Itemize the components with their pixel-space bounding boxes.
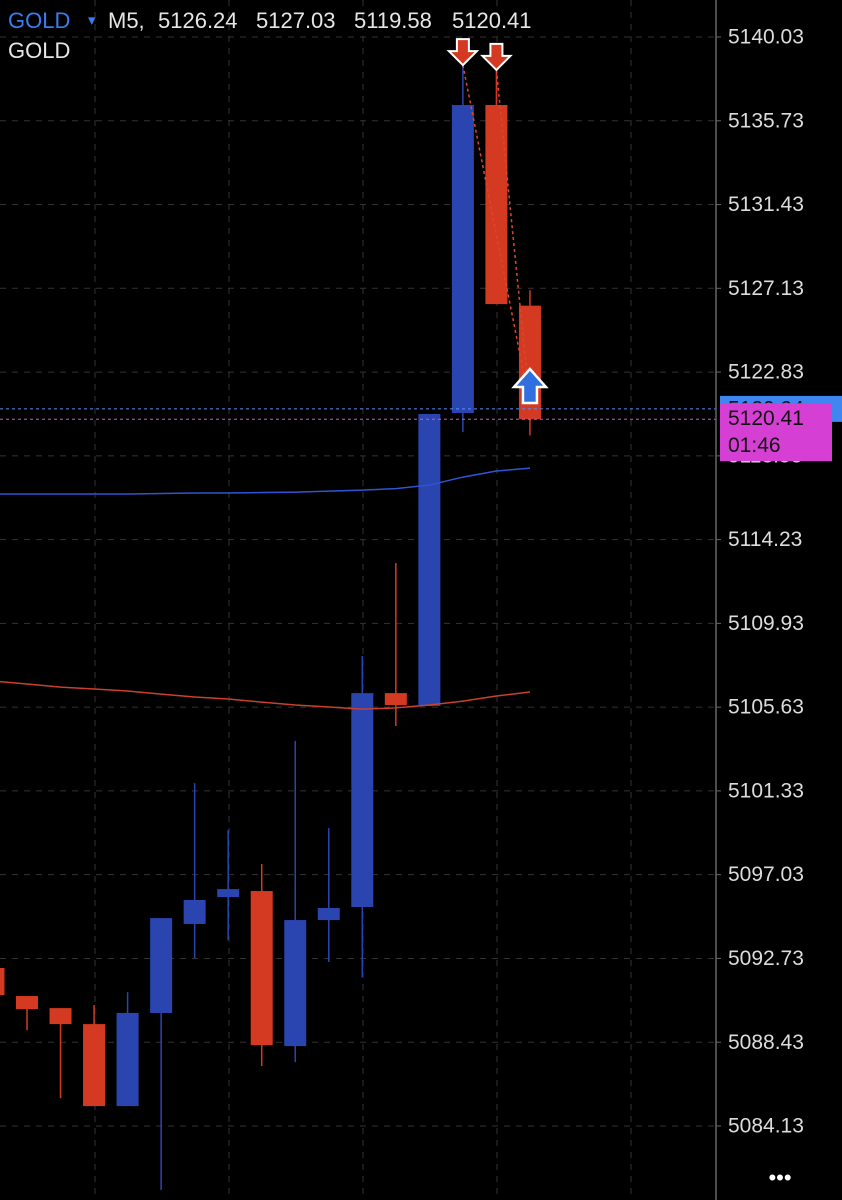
menu-button[interactable]: ••• — [768, 1165, 791, 1190]
bid-label: 5120.41 — [728, 407, 804, 430]
ohlc-low: 5119.58 — [354, 8, 432, 33]
y-tick-label: 5084.13 — [728, 1115, 804, 1138]
countdown: 01:46 — [728, 434, 781, 457]
candle-body — [116, 1012, 139, 1107]
candle-body — [384, 693, 407, 705]
y-tick-label: 5140.03 — [728, 26, 804, 49]
moving-average — [0, 467, 531, 495]
y-tick-label: 5131.43 — [728, 193, 804, 216]
y-tick-label: 5114.23 — [728, 528, 802, 551]
buy-arrow — [511, 367, 549, 405]
ohlc-close: 5120.41 — [452, 8, 532, 33]
candle-body — [317, 907, 340, 921]
y-tick-label: 5109.93 — [728, 612, 804, 635]
trade-link — [495, 69, 531, 406]
sell-arrow — [480, 42, 513, 72]
candle-body — [0, 967, 5, 996]
y-tick-label: 5101.33 — [728, 779, 804, 802]
candle-body — [418, 413, 441, 706]
candle-body — [183, 900, 206, 924]
candle-body — [49, 1008, 72, 1025]
trade-link — [462, 64, 531, 406]
y-tick-label: 5097.03 — [728, 863, 804, 886]
symbol-dropdown[interactable]: ▾ — [88, 12, 96, 29]
ohlc-high: 5127.03 — [256, 8, 336, 33]
candle-body — [351, 693, 374, 908]
header[interactable]: GOLD ▾ M5, 5126.24 5127.03 5119.58 5120.… — [8, 8, 532, 63]
y-tick-label: 5135.73 — [728, 109, 804, 132]
candle-body — [284, 920, 307, 1047]
y-tick-label: 5122.83 — [728, 361, 804, 384]
candle-body — [150, 918, 173, 1013]
y-tick-label: 5105.63 — [728, 696, 804, 719]
symbol[interactable]: GOLD — [8, 8, 70, 33]
timeframe: M5, — [108, 8, 145, 33]
bid-box — [720, 403, 832, 462]
y-tick-label: 5092.73 — [728, 947, 804, 970]
candle-body — [16, 996, 38, 1010]
sell-arrow — [446, 38, 480, 67]
subtitle: GOLD — [8, 38, 70, 63]
moving-average — [0, 680, 531, 710]
price-axis: 5140.035135.735131.435127.135122.835118.… — [716, 26, 842, 1138]
candle-body — [485, 105, 508, 305]
candle-body — [451, 105, 474, 413]
candle-body — [83, 1024, 106, 1107]
grid — [0, 0, 716, 1200]
candle-body — [250, 891, 273, 1046]
ohlc-open: 5126.24 — [158, 8, 238, 33]
candle-body — [217, 889, 240, 898]
plot — [0, 38, 716, 1191]
y-tick-label: 5127.13 — [728, 277, 804, 300]
y-tick-label: 5088.43 — [728, 1031, 804, 1054]
